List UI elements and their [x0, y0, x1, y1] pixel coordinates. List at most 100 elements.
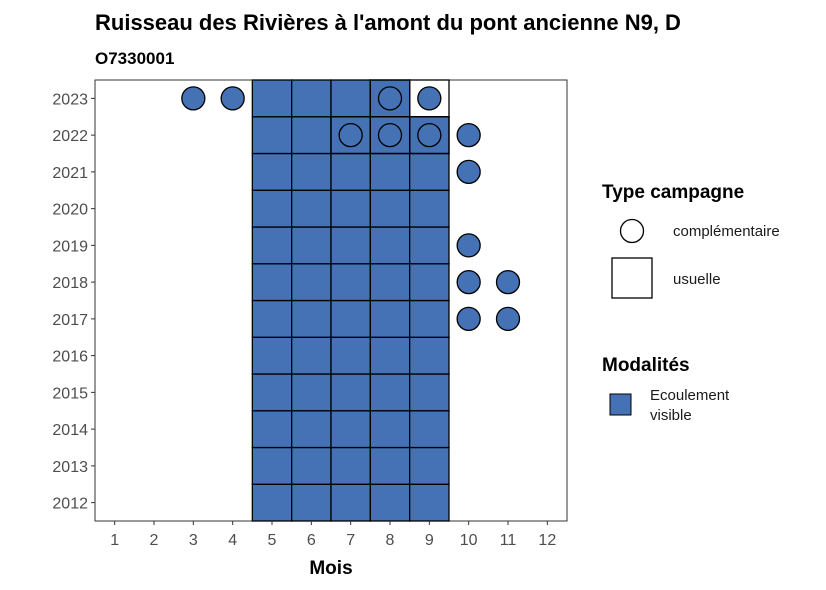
usuelle-cell-2015-8	[369, 373, 411, 412]
usuelle-cell-2019-9	[409, 226, 450, 265]
usuelle-cell-2020-6	[291, 189, 332, 228]
usuelle-cell-2018-8	[369, 263, 411, 302]
usuelle-cell-2013-8	[369, 446, 411, 485]
legend-label-ecoulement: Ecoulement	[650, 387, 730, 404]
complementaire-dot-2022-8	[377, 122, 403, 148]
usuelle-cell-2019-8	[369, 226, 411, 265]
usuelle-cell-2014-5	[251, 410, 293, 449]
usuelle-cell-2014-6	[291, 410, 332, 449]
chart-title: Ruisseau des Rivières à l'amont du pont …	[95, 10, 681, 35]
complementaire-dot-2023-9	[417, 86, 442, 111]
usuelle-cell-2020-8	[369, 189, 411, 228]
usuelle-cell-2018-6	[291, 263, 332, 302]
complementaire-dot-2023-3	[181, 86, 206, 111]
usuelle-cell-2015-6	[291, 373, 332, 412]
usuelle-cell-2015-5	[251, 373, 293, 412]
usuelle-cell-2019-5	[251, 226, 293, 265]
complementaire-dot-2022-7	[338, 122, 363, 148]
usuelle-cell-2023-6	[291, 79, 332, 118]
usuelle-cell-2021-7	[330, 152, 371, 191]
usuelle-cell-2013-7	[330, 446, 371, 485]
x-tick-label-10: 10	[460, 532, 478, 549]
usuelle-cell-2015-7	[330, 373, 371, 412]
usuelle-cell-2019-6	[291, 226, 332, 265]
legend-label-visible: visible	[650, 407, 692, 424]
usuelle-cell-2016-6	[291, 336, 332, 375]
usuelle-cell-2014-7	[330, 410, 371, 449]
usuelle-cell-2012-9	[409, 483, 450, 522]
y-tick-label-2018: 2018	[52, 275, 88, 292]
x-axis: 1 2 3 4 5 6 7 8 9 10 11 12	[110, 521, 556, 549]
complementaire-dot-2022-9	[417, 122, 442, 148]
usuelle-cell-2021-8	[369, 152, 411, 191]
usuelle-cell-2016-7	[330, 336, 371, 375]
usuelle-cell-2022-5	[251, 116, 293, 155]
x-tick-label-4: 4	[228, 532, 237, 549]
y-tick-label-2017: 2017	[52, 312, 88, 329]
usuelle-cell-2016-5	[251, 336, 293, 375]
usuelle-cell-2013-6	[291, 446, 332, 485]
complementaire-dot-2023-8	[377, 86, 403, 111]
y-tick-label-2012: 2012	[52, 496, 88, 513]
usuelle-cell-2023-7	[330, 79, 371, 118]
usuelle-outline-2022-9	[409, 116, 450, 155]
usuelle-cell-2018-5	[251, 263, 293, 302]
y-tick-label-2021: 2021	[52, 165, 88, 182]
usuelle-cell-2022-6	[291, 116, 332, 155]
usuelle-cell-2021-6	[291, 152, 332, 191]
legend-label-complementaire: complémentaire	[673, 223, 780, 240]
usuelle-cell-2021-9	[409, 152, 450, 191]
legend-label-usuelle: usuelle	[673, 271, 721, 288]
complementaire-dot-2019-10	[456, 233, 481, 258]
usuelle-cell-2017-9	[409, 299, 450, 338]
x-tick-label-8: 8	[386, 532, 395, 549]
usuelle-cell-2020-7	[330, 189, 371, 228]
x-tick-label-1: 1	[110, 532, 119, 549]
complementaire-dot-2021-10	[456, 159, 481, 185]
usuelle-cell-2015-9	[409, 373, 450, 412]
usuelle-cell-2020-5	[251, 189, 293, 228]
usuelle-cell-2016-8	[369, 336, 411, 375]
y-tick-label-2022: 2022	[52, 128, 88, 145]
y-tick-label-2023: 2023	[52, 91, 88, 108]
usuelle-cell-2023-5	[251, 79, 293, 118]
usuelle-cell-2018-9	[409, 263, 450, 302]
complementaire-dot-2017-10	[456, 306, 481, 332]
usuelle-cell-2012-5	[251, 483, 293, 522]
y-tick-label-2014: 2014	[52, 422, 88, 439]
y-tick-label-2019: 2019	[52, 238, 88, 255]
usuelle-cell-2020-9	[409, 189, 450, 228]
usuelle-cell-2012-6	[291, 483, 332, 522]
complementaire-dot-2018-11	[495, 269, 521, 295]
usuelle-cell-2018-7	[330, 263, 371, 302]
chart-subtitle: O7330001	[95, 49, 174, 68]
usuelle-cell-2013-5	[251, 446, 293, 485]
y-tick-label-2013: 2013	[52, 459, 88, 476]
usuelle-cell-2013-9	[409, 446, 450, 485]
x-tick-label-2: 2	[150, 532, 159, 549]
x-tick-label-3: 3	[189, 532, 198, 549]
legend: Type campagne complémentaire usuelle Mod…	[602, 182, 780, 424]
legend-key-ecoulement-visible	[609, 393, 632, 416]
y-axis: 2012 2013 2014 2015 2016 2017 2018 2019 2020 2021…	[52, 91, 95, 513]
y-tick-label-2015: 2015	[52, 385, 88, 402]
usuelle-cell-2012-7	[330, 483, 371, 522]
x-tick-label-7: 7	[346, 532, 355, 549]
x-tick-label-9: 9	[425, 532, 434, 549]
usuelle-cell-2017-5	[251, 299, 293, 338]
legend-title-type: Type campagne	[602, 182, 744, 203]
complementaire-dots	[181, 86, 521, 332]
x-tick-label-5: 5	[268, 532, 277, 549]
usuelle-cell-2021-5	[251, 152, 293, 191]
usuelle-cell-2012-8	[369, 483, 411, 522]
complementaire-dot-2018-10	[456, 269, 481, 295]
x-tick-label-12: 12	[538, 532, 556, 549]
usuelle-cell-2014-9	[409, 410, 450, 449]
usuelle-cell-2017-8	[369, 299, 411, 338]
y-tick-label-2020: 2020	[52, 202, 88, 219]
usuelle-cell-2017-7	[330, 299, 371, 338]
legend-title-modalites: Modalités	[602, 355, 690, 376]
complementaire-dot-2023-4	[220, 86, 245, 111]
x-tick-label-6: 6	[307, 532, 316, 549]
